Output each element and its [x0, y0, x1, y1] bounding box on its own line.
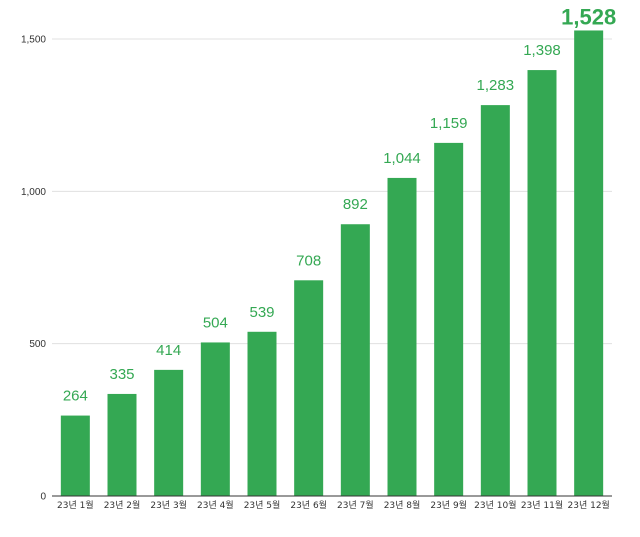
data-label: 539: [249, 304, 274, 321]
x-tick-label: 23년 2월: [104, 499, 141, 511]
data-label: 1,159: [430, 115, 468, 132]
data-label: 1,283: [477, 77, 515, 94]
y-tick-label: 1,500: [21, 35, 46, 46]
x-tick-label: 23년 5월: [244, 499, 281, 511]
y-tick-label: 0: [40, 492, 46, 503]
y-tick-label: 500: [29, 339, 46, 350]
x-tick-label: 23년 7월: [337, 499, 374, 511]
gridlines: [52, 38, 612, 345]
bar: [574, 30, 604, 497]
x-tick-label: 23년 4월: [197, 499, 234, 511]
data-label: 1,398: [523, 42, 561, 59]
data-label: 708: [296, 252, 321, 269]
bar: [480, 105, 510, 496]
data-label: 414: [156, 342, 181, 359]
x-tick-label: 23년 11월: [521, 499, 563, 511]
x-tick-label: 23년 6월: [290, 499, 327, 511]
data-labels: 264 335 414 504 539 708 892 1,044 1,159 1,283 1,39…: [63, 4, 616, 404]
bar: [60, 415, 90, 496]
data-label: 1,528: [561, 4, 616, 29]
data-label: 1,044: [383, 150, 421, 167]
x-tick-label: 23년 8월: [384, 499, 421, 511]
bars: [60, 30, 604, 497]
y-tick-label: 1,000: [21, 187, 46, 198]
data-label: 264: [63, 388, 88, 405]
x-tick-label: 23년 10월: [474, 499, 516, 511]
data-label: 335: [109, 366, 134, 383]
x-tick-label: 23년 3월: [150, 499, 187, 511]
y-axis-tick-labels: 0 500 1,000 1,500: [21, 35, 46, 503]
data-label: 892: [343, 196, 368, 213]
bar: [434, 142, 464, 496]
bar: [154, 369, 184, 496]
bar: [107, 393, 137, 496]
x-tick-label: 23년 9월: [430, 499, 467, 511]
bar: [340, 224, 370, 496]
bar: [527, 70, 557, 497]
bar: [387, 177, 417, 497]
data-label: 504: [203, 314, 228, 331]
bar: [294, 280, 324, 496]
x-tick-label: 23년 1월: [57, 499, 94, 511]
x-axis-tick-labels: 23년 1월 23년 2월 23년 3월 23년 4월 23년 5월 23년 6월 23년 …: [57, 499, 610, 511]
x-tick-label: 23년 12월: [568, 499, 610, 511]
bar: [247, 331, 277, 496]
bar: [200, 342, 230, 496]
